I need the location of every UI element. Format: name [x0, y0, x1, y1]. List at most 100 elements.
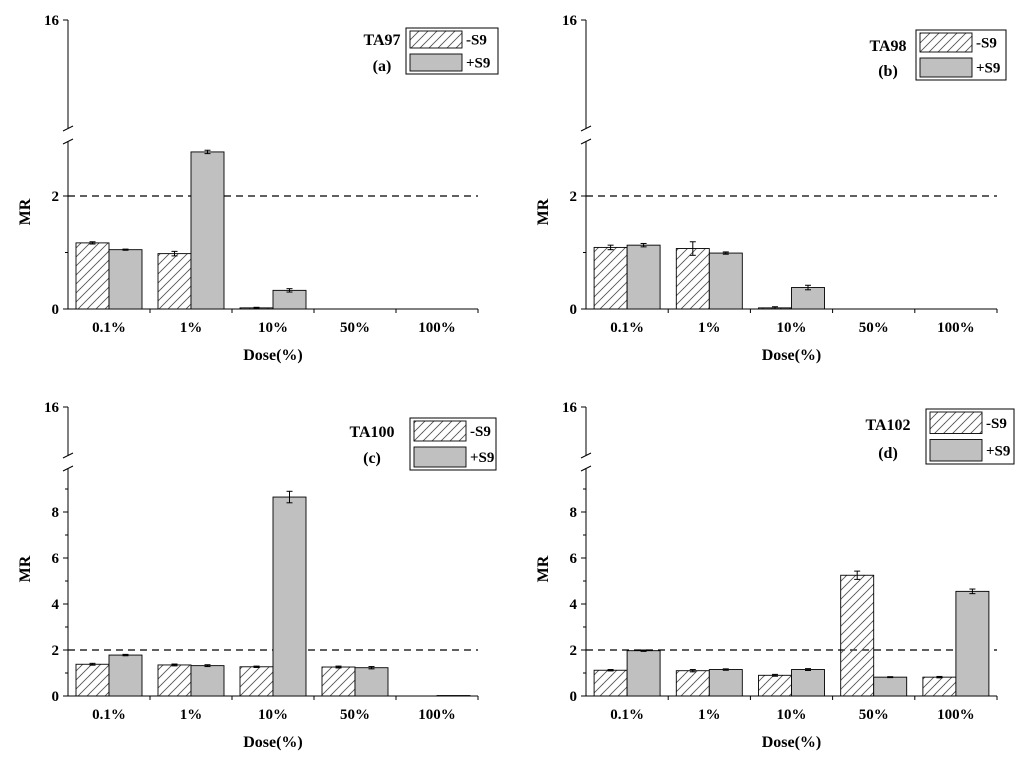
y-tick-label: 2 [570, 189, 578, 205]
bar [108, 249, 143, 310]
x-axis-label: Dose(%) [243, 734, 303, 751]
legend-swatch [413, 446, 467, 468]
y-axis-label: MR [535, 198, 552, 225]
y-tick-label: 2 [570, 643, 578, 659]
x-tick-label: 0.1% [92, 320, 126, 336]
x-tick-label: 1% [698, 707, 721, 723]
strain-label: TA98 [869, 38, 906, 55]
legend-label: +S9 [986, 443, 1010, 459]
x-axis-label: Dose(%) [243, 347, 303, 364]
x-tick-label: 0.1% [610, 320, 644, 336]
y-axis-label: MR [17, 555, 34, 582]
bar [75, 242, 110, 310]
x-tick-label: 1% [180, 707, 203, 723]
legend-label: -S9 [986, 416, 1007, 432]
y-tick-label: 0 [570, 689, 578, 705]
panel-label: (a) [373, 58, 392, 75]
bar [354, 667, 389, 697]
axis-break-mark [62, 125, 74, 132]
bar [955, 590, 990, 697]
axis-break-mark [580, 138, 592, 145]
bar [675, 670, 710, 697]
legend-label: +S9 [466, 56, 490, 72]
x-axis-label: Dose(%) [762, 734, 822, 751]
legend-swatch [409, 30, 463, 49]
bar [708, 252, 743, 310]
strain-label: TA100 [349, 424, 394, 441]
x-tick-label: 100% [937, 707, 975, 723]
y-tick-label: 0 [52, 689, 60, 705]
bar [873, 676, 908, 697]
legend-label: +S9 [976, 61, 1000, 77]
y-axis-label: MR [17, 198, 34, 225]
bar [593, 246, 628, 310]
bar [272, 496, 307, 697]
x-tick-label: 1% [698, 320, 721, 336]
bar [791, 287, 825, 310]
x-tick-label: 10% [777, 707, 807, 723]
panel-label: (b) [878, 63, 898, 80]
legend-swatch [929, 439, 983, 462]
legend-swatch [409, 53, 463, 72]
y-tick-label: 6 [52, 551, 60, 567]
legend-swatch [919, 32, 973, 53]
bar [922, 676, 957, 697]
bar [675, 248, 710, 310]
strain-label: TA102 [865, 417, 910, 434]
y-tick-label: 16 [44, 13, 60, 29]
x-tick-label: 10% [777, 320, 807, 336]
x-tick-label: 50% [340, 707, 370, 723]
axis-break-mark [580, 452, 592, 459]
legend-label: +S9 [470, 450, 494, 466]
x-tick-label: 10% [258, 707, 288, 723]
axis-break-mark [62, 465, 74, 472]
axis-break-mark [580, 465, 592, 472]
y-tick-label: 16 [562, 13, 578, 29]
panel-ta102: 0 2 4 6 8 16 0.1% 1% 10% 50% 100% Dose(%) MR TA102 (d)… [535, 400, 1015, 751]
legend-swatch [929, 411, 983, 434]
y-tick-label: 6 [570, 551, 578, 567]
y-tick-label: 4 [52, 597, 60, 613]
y-axis-label: MR [535, 555, 552, 582]
panel-label: (c) [363, 450, 381, 467]
bar [190, 665, 225, 697]
bar [190, 151, 225, 310]
panel-ta97: 0 2 16 0.1% 1% 10% 50% 100% Dose(%) MR TA97 (a) -S9 +… [17, 13, 499, 364]
y-tick-label: 4 [570, 597, 578, 613]
y-tick-label: 16 [44, 400, 60, 416]
bar [593, 669, 628, 697]
axis-break-mark [580, 125, 592, 132]
bar [626, 244, 661, 310]
legend-label: -S9 [470, 424, 491, 440]
x-tick-label: 100% [937, 320, 975, 336]
x-tick-label: 50% [340, 320, 370, 336]
bar [321, 666, 356, 697]
x-tick-label: 1% [180, 320, 203, 336]
bar [157, 664, 192, 697]
panel-ta100: 0 2 4 6 8 16 0.1% 1% 10% 50% 100% Dose(%) MR TA100 (c)… [17, 400, 497, 751]
panel-label: (d) [878, 445, 898, 462]
axis-break-mark [62, 452, 74, 459]
y-tick-label: 0 [52, 302, 60, 318]
bar [75, 663, 110, 697]
x-tick-label: 0.1% [610, 707, 644, 723]
legend-swatch [919, 57, 973, 78]
y-tick-label: 2 [52, 189, 60, 205]
bar [708, 669, 743, 697]
y-tick-label: 8 [52, 505, 60, 521]
legend-label: -S9 [976, 36, 997, 52]
x-tick-label: 100% [418, 707, 456, 723]
y-tick-label: 0 [570, 302, 578, 318]
bar [239, 666, 274, 697]
legend-label: -S9 [466, 33, 487, 49]
axis-break-mark [62, 138, 74, 145]
x-tick-label: 50% [859, 320, 889, 336]
bar [626, 650, 661, 697]
panel-ta98: 0 2 16 0.1% 1% 10% 50% 100% Dose(%) MR TA98 (b) -S9 +… [535, 13, 1007, 364]
y-tick-label: 8 [570, 505, 578, 521]
bar [758, 674, 792, 697]
bar [108, 654, 143, 697]
bar [157, 253, 192, 310]
y-tick-label: 2 [52, 643, 60, 659]
